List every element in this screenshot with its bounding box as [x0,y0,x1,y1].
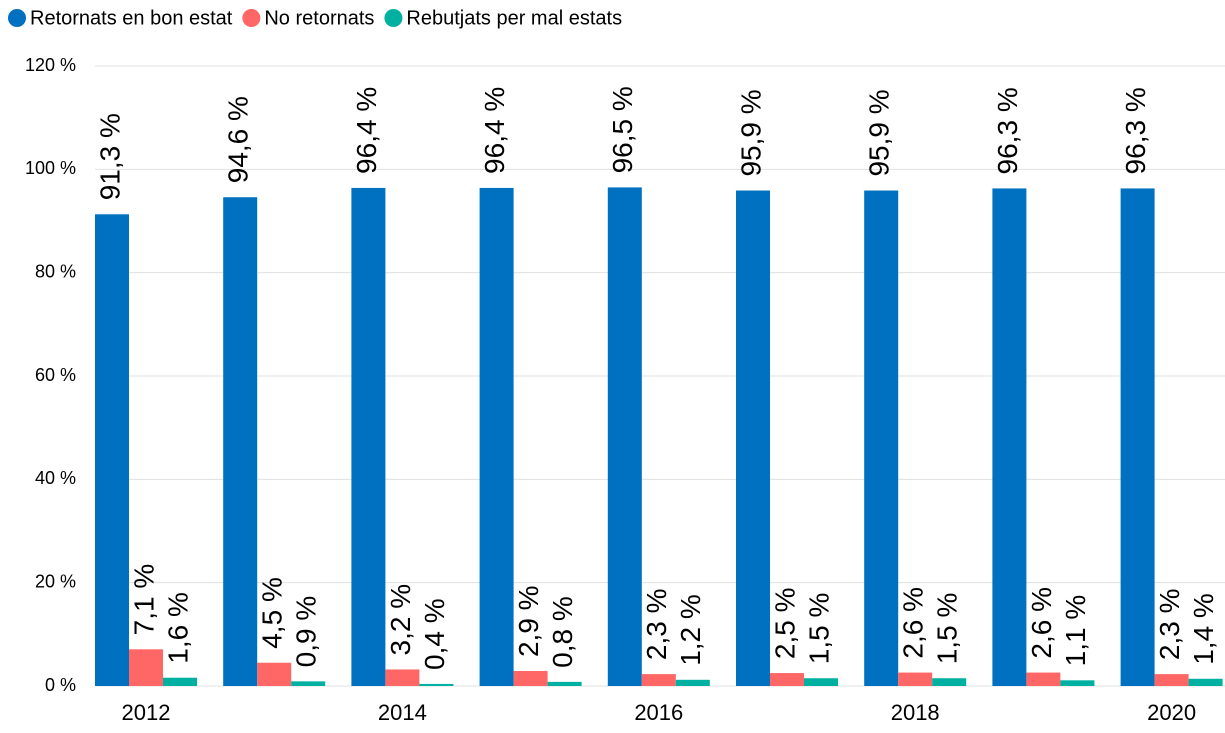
bar [736,190,770,686]
bar [992,188,1027,686]
data-label: 0,9 % [291,596,322,668]
x-tick-label: 2014 [378,700,427,725]
data-label: 2,6 % [1026,587,1057,659]
x-tick-label: 2020 [1147,700,1196,725]
x-tick-label: 2018 [891,700,940,725]
bar [932,678,967,686]
data-label: 2,5 % [769,587,800,659]
bar [419,683,454,686]
legend-label: No retornats [264,7,374,29]
data-label: 91,3 % [94,113,125,200]
bar [291,681,326,686]
y-tick-label: 40 % [35,468,76,488]
data-label: 1,5 % [803,593,834,665]
data-label: 1,4 % [1188,593,1219,665]
data-label: 1,2 % [675,594,706,666]
data-label: 0,4 % [419,598,450,670]
bar [770,673,804,686]
data-label: 0,8 % [547,596,578,668]
data-label: 96,5 % [607,86,638,173]
y-tick-label: 20 % [35,571,76,591]
data-label: 96,3 % [1120,87,1151,174]
data-label: 2,6 % [898,587,929,659]
data-label: 2,3 % [641,589,672,661]
data-label: 2,3 % [1154,589,1185,661]
bar [163,677,197,686]
bar [129,649,163,686]
data-label: 96,4 % [351,87,382,174]
bar [1154,674,1189,686]
bar [223,197,258,686]
legend-marker [384,9,403,27]
y-tick-label: 120 % [25,55,76,75]
data-label: 95,9 % [735,89,766,176]
bar [1120,188,1155,686]
legend-marker [8,9,26,27]
y-tick-label: 80 % [35,261,76,281]
bar [257,662,292,686]
x-tick-label: 2012 [122,700,171,725]
data-label: 3,2 % [385,584,416,656]
data-label: 94,6 % [223,96,254,183]
bar [1188,678,1223,686]
legend-label: Rebutjats per mal estats [406,7,622,29]
bar [675,679,710,686]
data-label: 96,3 % [992,87,1023,174]
x-tick-label: 2016 [634,700,683,725]
data-label: 96,4 % [479,87,510,174]
bar [547,681,582,686]
bar [351,187,386,686]
bar [479,187,514,686]
legend-marker [242,9,261,27]
data-label: 4,5 % [257,577,288,649]
bar [864,190,899,686]
data-label: 2,9 % [513,585,544,657]
bar [1026,672,1061,686]
y-tick-label: 60 % [35,365,76,385]
data-label: 1,1 % [1060,595,1091,667]
data-label: 1,6 % [162,592,193,664]
y-tick-label: 0 % [45,675,76,695]
bar [641,674,676,686]
data-label: 7,1 % [128,564,159,636]
bar [513,671,548,686]
bar [898,672,933,686]
bar [607,187,642,686]
legend-label: Retornats en bon estat [30,7,233,29]
bar [804,678,838,686]
bar [95,214,129,687]
data-label: 95,9 % [864,89,895,176]
bar [385,669,420,686]
y-tick-label: 100 % [25,158,76,178]
data-label: 1,5 % [932,593,963,665]
bar [1060,680,1095,686]
